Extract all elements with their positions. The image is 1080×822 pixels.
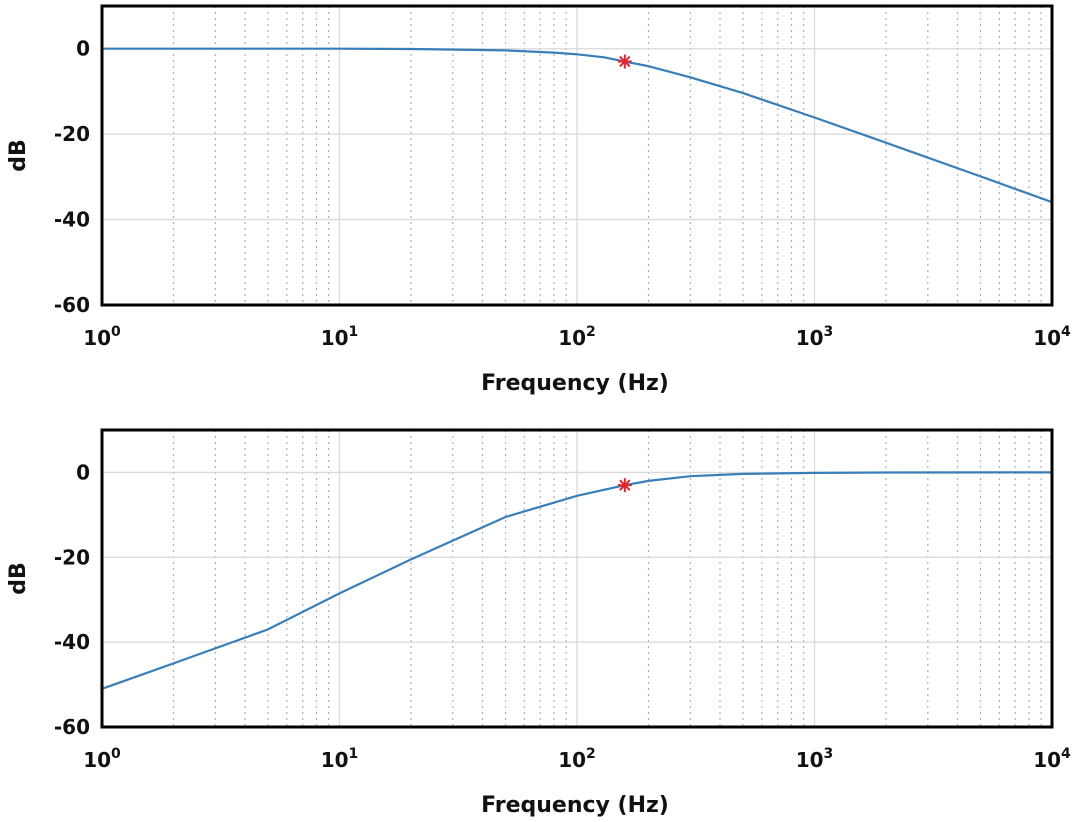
low-pass-panel: 100 101 102 103 104 0 -20 -40 -60 Frequency (Hz) d… xyxy=(6,4,1071,396)
y-tick-label: -20 xyxy=(54,545,90,569)
x-tick-label: 100 xyxy=(83,746,121,772)
x-tick-label: 104 xyxy=(1033,324,1071,350)
y-tick-label: -20 xyxy=(54,122,90,146)
series-line-magnitude xyxy=(102,47,1053,204)
x-axis-label: Frequency (Hz) xyxy=(481,793,669,818)
x-tick-label: 100 xyxy=(83,324,121,350)
x-tick-label: 102 xyxy=(558,746,596,772)
plot-frame xyxy=(100,428,1054,729)
high-pass-panel: 100 101 102 103 104 0 -20 -40 -60 Frequency (Hz) d… xyxy=(6,428,1071,818)
x-tick-label: 101 xyxy=(321,746,359,772)
y-tick-label: 0 xyxy=(76,460,90,484)
y-axis-label: dB xyxy=(6,562,31,595)
y-tick-label: -60 xyxy=(54,293,90,317)
cutoff-marker xyxy=(617,478,632,493)
y-tick-label: -40 xyxy=(54,630,90,654)
y-tick-label: -60 xyxy=(54,715,90,739)
x-tick-label: 102 xyxy=(558,324,596,350)
x-axis-label: Frequency (Hz) xyxy=(481,371,669,396)
x-tick-label: 103 xyxy=(796,324,834,350)
x-tick-label: 103 xyxy=(796,746,834,772)
x-tick-label: 104 xyxy=(1033,746,1071,772)
y-tick-label: -40 xyxy=(54,208,90,232)
y-axis-label: dB xyxy=(6,139,31,172)
y-tick-label: 0 xyxy=(76,37,90,61)
plot-frame xyxy=(100,4,1054,307)
x-tick-label: 101 xyxy=(321,324,359,350)
cutoff-marker xyxy=(617,54,632,69)
